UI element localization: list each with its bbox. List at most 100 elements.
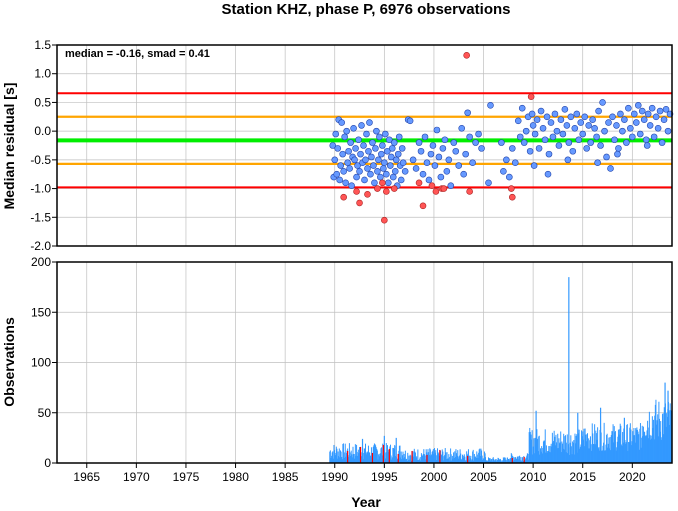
residual-point <box>429 142 437 149</box>
residual-point <box>379 142 386 149</box>
residual-point <box>533 116 541 123</box>
residual-point <box>415 139 423 146</box>
residual-point <box>475 130 482 138</box>
residual-point <box>544 170 552 178</box>
outlier-point <box>428 182 436 189</box>
residual-point <box>356 168 363 175</box>
year-tick-label: 1985 <box>272 470 299 484</box>
residual-point <box>391 168 399 175</box>
residual-point <box>595 107 602 115</box>
residual-point <box>631 110 638 118</box>
residual-point <box>455 162 463 169</box>
residual-point <box>464 109 471 117</box>
residual-point <box>353 173 360 181</box>
residual-point <box>369 139 376 146</box>
residual-point <box>575 136 583 144</box>
residual-point <box>368 153 375 161</box>
residual-point <box>343 127 350 135</box>
residual-point <box>431 162 439 169</box>
residual-point <box>569 147 577 155</box>
residual-point <box>398 145 406 152</box>
residual-point <box>487 102 494 109</box>
residual-point <box>603 153 610 161</box>
residual-point <box>427 150 435 158</box>
residual-point <box>642 136 650 144</box>
residual-point <box>539 124 547 132</box>
residual-point <box>383 170 390 178</box>
residual-point <box>640 116 648 123</box>
residual-point <box>593 133 600 141</box>
residual-point <box>664 127 672 135</box>
residual-point <box>472 139 479 146</box>
outlier-point <box>353 188 360 195</box>
residual-point <box>392 156 400 164</box>
residual-point <box>531 130 539 138</box>
residual-point <box>466 133 473 141</box>
residual-point <box>589 116 596 123</box>
residual-point <box>656 107 664 115</box>
residual-point <box>660 116 668 123</box>
residual-point <box>609 113 616 121</box>
residual-point <box>567 113 575 121</box>
residual-y-ticks: -2.0 -1.5 -1.0 -0.5 0.0 0.5 1.0 1.5 <box>30 38 57 253</box>
residual-point <box>361 176 368 184</box>
residual-point <box>581 113 589 121</box>
residual-point <box>654 124 662 132</box>
residual-point <box>372 145 379 152</box>
observations-bars <box>329 277 673 463</box>
residual-point <box>565 139 573 146</box>
residual-point <box>390 139 398 146</box>
residual-point <box>522 127 530 135</box>
residual-point <box>439 145 447 152</box>
residual-point <box>573 110 581 118</box>
residual-point <box>412 165 420 172</box>
residual-point <box>551 110 559 118</box>
residual-point <box>376 133 383 141</box>
residual-point <box>579 130 587 138</box>
residual-tick-label: 1.5 <box>34 38 51 52</box>
residual-point <box>337 162 344 169</box>
outlier-point <box>466 188 473 195</box>
residual-point <box>373 127 380 135</box>
residual-plot-frame <box>56 44 673 247</box>
year-tick-label: 1970 <box>123 470 150 484</box>
residual-point <box>623 139 630 146</box>
outlier-point <box>463 52 470 59</box>
residual-point <box>350 124 357 132</box>
residual-point <box>537 107 545 115</box>
residual-point <box>332 130 340 138</box>
residual-point <box>425 176 433 184</box>
year-tick-label: 2005 <box>470 470 497 484</box>
residual-point <box>385 179 392 187</box>
observations-tick-label: 0 <box>44 456 51 470</box>
residual-point <box>571 124 579 132</box>
outlier-point <box>379 179 386 187</box>
residual-point <box>500 168 507 175</box>
residual-point <box>366 119 373 126</box>
residual-point <box>514 117 522 125</box>
observations-tick-label: 150 <box>31 305 51 319</box>
outlier-point <box>356 199 363 207</box>
residual-point <box>462 150 469 158</box>
residual-point <box>362 156 369 164</box>
residual-point <box>553 127 561 135</box>
residual-point <box>615 145 622 152</box>
residual-tick-label: 0.5 <box>34 95 51 109</box>
residual-point <box>351 156 358 164</box>
residual-point <box>388 145 396 152</box>
residual-point <box>347 139 354 146</box>
residual-point <box>395 133 403 141</box>
residual-point <box>529 122 537 129</box>
residual-point <box>374 168 381 175</box>
residual-point <box>601 127 608 135</box>
residual-point <box>638 107 646 115</box>
outlier-point <box>364 191 371 198</box>
residual-point <box>478 145 485 152</box>
residual-point <box>564 156 572 164</box>
year-tick-label: 2010 <box>520 470 547 484</box>
residual-point <box>516 133 524 141</box>
residual-point <box>526 147 534 155</box>
observations-tick-label: 50 <box>38 406 52 420</box>
residual-point <box>340 168 347 175</box>
residual-point <box>632 119 640 126</box>
